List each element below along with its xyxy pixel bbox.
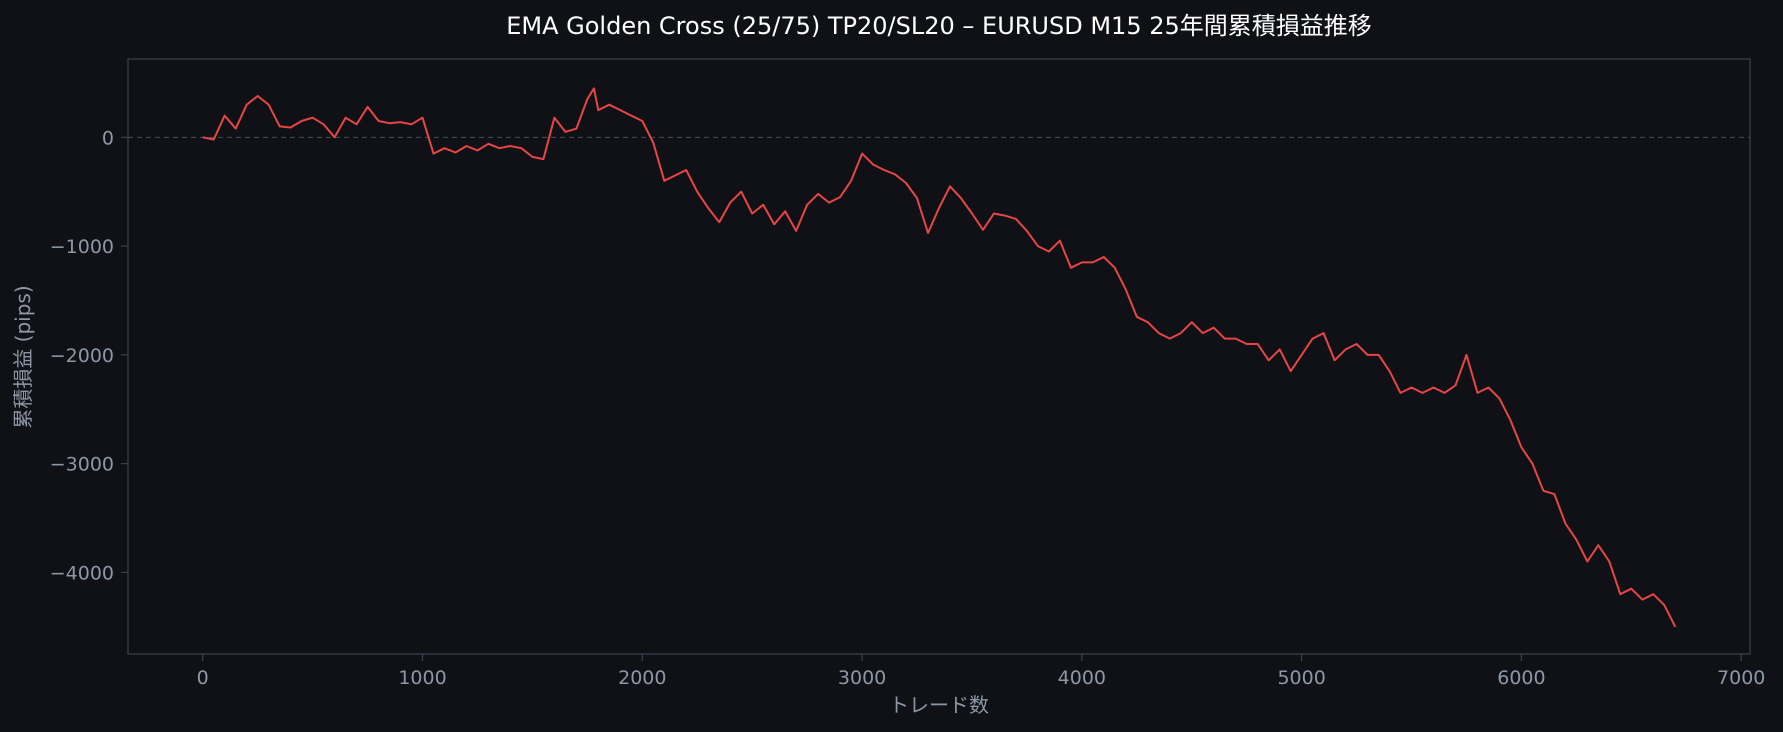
series-line-0 <box>202 87 1677 628</box>
chart-title: EMA Golden Cross (25/75) TP20/SL20 – EUR… <box>506 12 1372 40</box>
x-tick-label: 5000 <box>1277 667 1325 689</box>
x-tick-label: 3000 <box>838 667 886 689</box>
plot-frame <box>127 58 1751 655</box>
x-tick-label: 4000 <box>1058 667 1106 689</box>
y-axis: 0 −1000 −2000 −3000 −4000 <box>50 127 128 584</box>
x-tick-label: 2000 <box>618 667 666 689</box>
x-tick-label: 6000 <box>1497 667 1545 689</box>
x-axis-label: トレード数 <box>889 693 989 717</box>
y-axis-label: 累積損益 (pips) <box>11 285 35 428</box>
series-layer <box>202 87 1677 628</box>
y-tick-label: −4000 <box>50 562 114 584</box>
y-tick-label: 0 <box>102 127 114 149</box>
x-tick-label: 0 <box>197 667 209 689</box>
x-tick-label: 1000 <box>398 667 446 689</box>
y-tick-label: −2000 <box>50 345 114 367</box>
x-tick-label: 7000 <box>1717 667 1765 689</box>
y-tick-label: −1000 <box>50 236 114 258</box>
x-axis: 0 1000 2000 3000 4000 5000 6000 7000 <box>197 654 1765 689</box>
y-tick-label: −3000 <box>50 454 114 476</box>
